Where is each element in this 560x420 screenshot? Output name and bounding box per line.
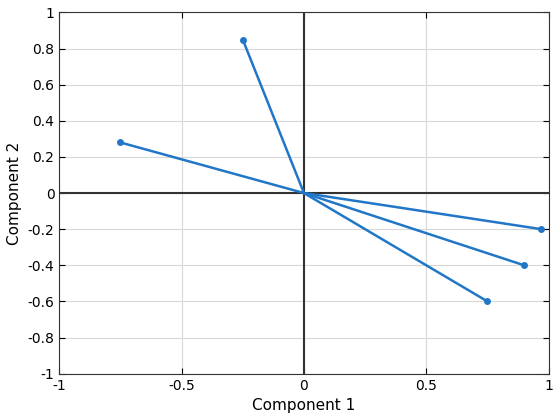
X-axis label: Component 1: Component 1 [253, 398, 356, 413]
Y-axis label: Component 2: Component 2 [7, 142, 22, 245]
